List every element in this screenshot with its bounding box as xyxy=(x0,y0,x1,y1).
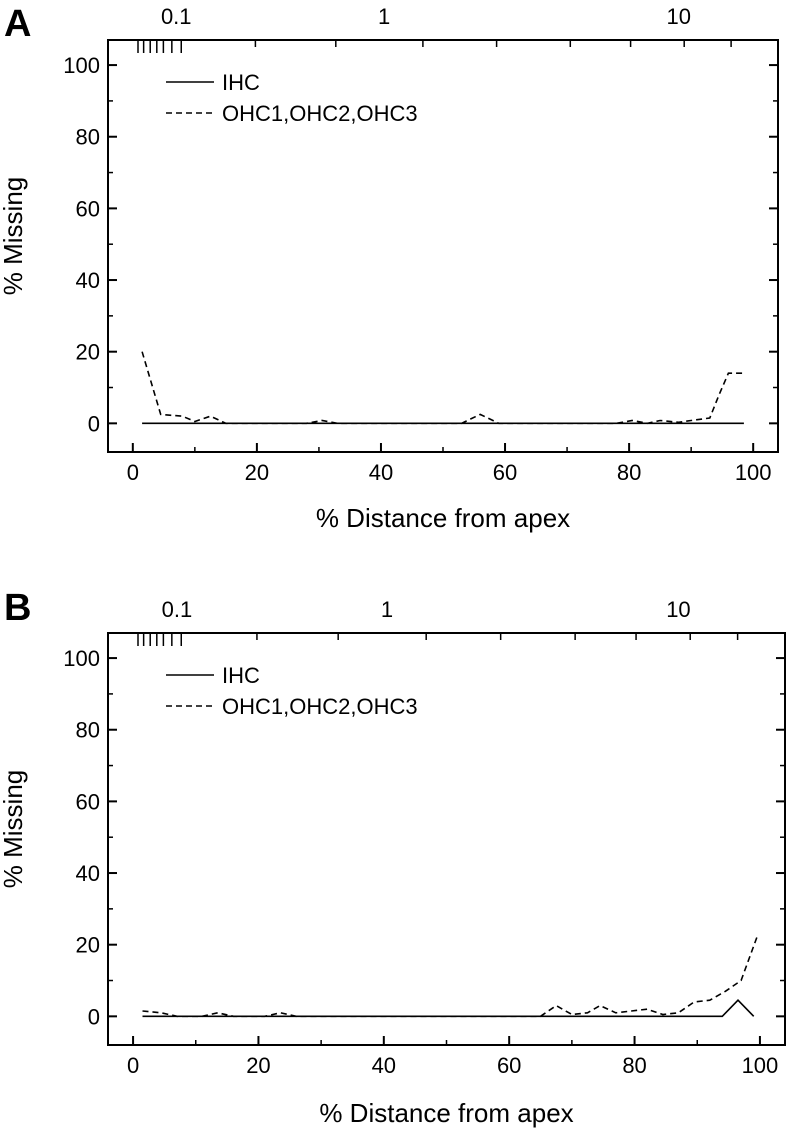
top-axis-label: 10 xyxy=(666,597,690,622)
x-tick-label: 40 xyxy=(372,1053,396,1078)
plot-frame xyxy=(107,39,779,453)
legend-label: OHC1,OHC2,OHC3 xyxy=(222,694,418,719)
y-tick-label: 80 xyxy=(76,125,100,150)
legend-label: IHC xyxy=(222,663,260,688)
x-tick-label: 60 xyxy=(493,460,517,485)
y-tick-label: 100 xyxy=(63,53,100,78)
legend-label: IHC xyxy=(222,70,260,95)
top-axis-label: 0.1 xyxy=(162,597,193,622)
x-tick-label: 40 xyxy=(369,460,393,485)
x-axis-title: % Distance from apex xyxy=(319,1098,573,1128)
x-axis-title: % Distance from apex xyxy=(316,503,570,533)
y-tick-label: 20 xyxy=(76,933,100,958)
chart-panel-b xyxy=(107,632,786,1046)
y-tick-label: 60 xyxy=(76,196,100,221)
y-tick-label: 80 xyxy=(76,718,100,743)
series-line-ohc1-ohc2-ohc3 xyxy=(142,937,758,1018)
y-axis-title: % Missing xyxy=(0,770,28,888)
top-axis-label: 10 xyxy=(666,4,690,29)
panel-label: A xyxy=(4,3,31,45)
x-tick-label: 20 xyxy=(245,460,269,485)
top-axis-label: 0.1 xyxy=(161,4,192,29)
y-tick-label: 20 xyxy=(76,340,100,365)
x-tick-label: 80 xyxy=(617,460,641,485)
top-axis-label: 1 xyxy=(378,4,390,29)
y-tick-label: 0 xyxy=(88,411,100,436)
chart-panel-a xyxy=(107,39,779,453)
x-tick-label: 0 xyxy=(127,460,139,485)
y-tick-label: 0 xyxy=(88,1004,100,1029)
top-axis-label: 1 xyxy=(381,597,393,622)
x-tick-label: 100 xyxy=(742,1053,779,1078)
plot-frame xyxy=(107,632,786,1046)
y-tick-label: 100 xyxy=(63,646,100,671)
legend-label: OHC1,OHC2,OHC3 xyxy=(222,101,418,126)
x-tick-label: 100 xyxy=(735,460,772,485)
x-tick-label: 0 xyxy=(127,1053,139,1078)
x-tick-label: 20 xyxy=(246,1053,270,1078)
y-tick-label: 40 xyxy=(76,268,100,293)
panel-label: B xyxy=(4,587,31,629)
x-tick-label: 80 xyxy=(622,1053,646,1078)
x-tick-label: 60 xyxy=(497,1053,521,1078)
y-axis-title: % Missing xyxy=(0,177,28,295)
series-line-ohc1-ohc2-ohc3 xyxy=(141,351,744,425)
y-tick-label: 40 xyxy=(76,861,100,886)
y-tick-label: 60 xyxy=(76,789,100,814)
